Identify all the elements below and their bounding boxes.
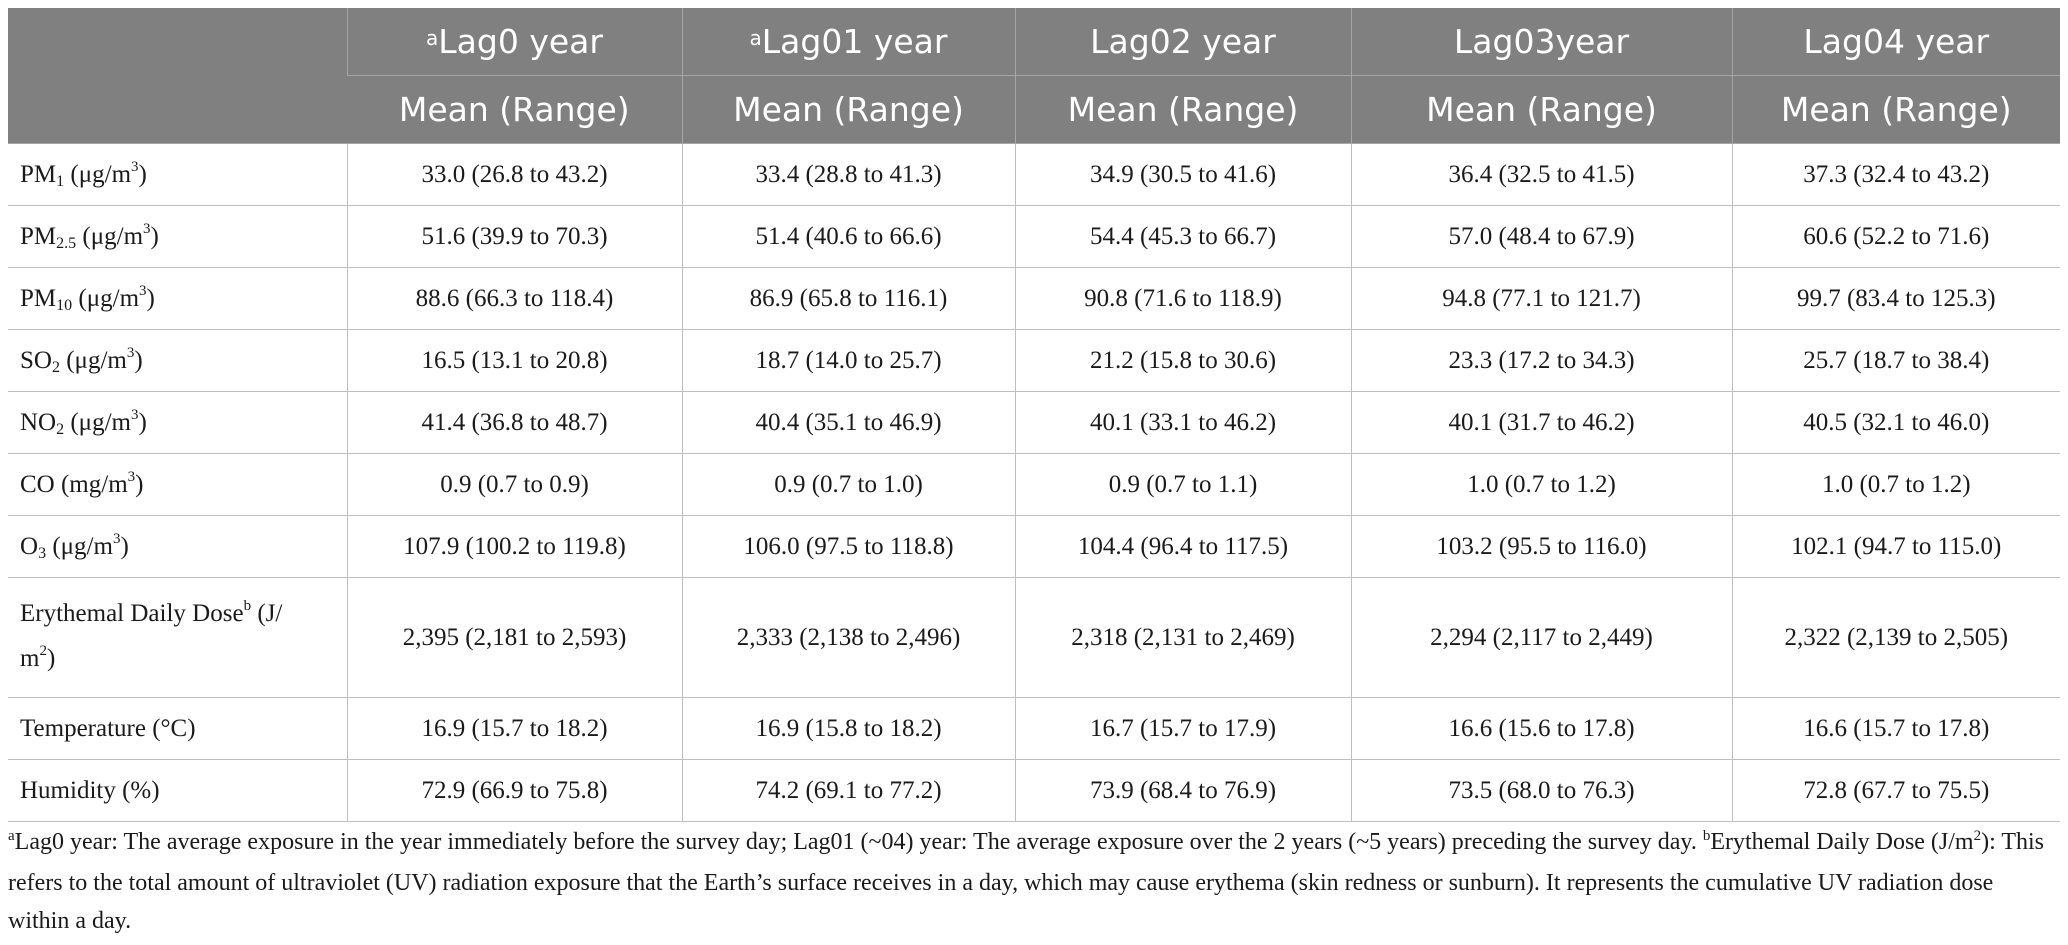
table-cell: 1.0 (0.7 to 1.2) xyxy=(1731,453,2060,516)
exposure-table: aLag0 year aLag01 year Lag02 year Lag03y… xyxy=(8,8,2060,822)
table-cell: 2,294 (2,117 to 2,449) xyxy=(1350,577,1732,698)
table-cell: 25.7 (18.7 to 38.4) xyxy=(1731,329,2060,392)
header-row-2: Mean (Range) Mean (Range) Mean (Range) M… xyxy=(8,75,2060,144)
table-cell: 16.6 (15.6 to 17.8) xyxy=(1350,697,1732,760)
table-cell: 23.3 (17.2 to 34.3) xyxy=(1350,329,1732,392)
subheader-lag04: Mean (Range) xyxy=(1731,75,2060,144)
table-cell: 2,318 (2,131 to 2,469) xyxy=(1014,577,1351,698)
row-label-co: CO (mg/m3) xyxy=(8,453,347,516)
table-cell: 16.5 (13.1 to 20.8) xyxy=(346,329,682,392)
table-cell: 0.9 (0.7 to 0.9) xyxy=(346,453,682,516)
table-cell: 41.4 (36.8 to 48.7) xyxy=(346,391,682,454)
table-row: PM2.5 (μg/m3) 51.6 (39.9 to 70.3) 51.4 (… xyxy=(8,205,2060,268)
table-cell: 73.5 (68.0 to 76.3) xyxy=(1350,759,1732,822)
table-cell: 36.4 (32.5 to 41.5) xyxy=(1350,143,1732,206)
table-cell: 34.9 (30.5 to 41.6) xyxy=(1014,143,1351,206)
subheader-lag0: Mean (Range) xyxy=(347,75,682,144)
table-cell: 73.9 (68.4 to 76.9) xyxy=(1014,759,1351,822)
table-cell: 18.7 (14.0 to 25.7) xyxy=(681,329,1015,392)
row-label-humidity: Humidity (%) xyxy=(8,759,347,822)
row-label-o3: O3 (μg/m3) xyxy=(8,515,347,578)
table-cell: 106.0 (97.5 to 118.8) xyxy=(681,515,1015,578)
subheader-lag02: Mean (Range) xyxy=(1014,75,1351,144)
table-row: Humidity (%) 72.9 (66.9 to 75.8) 74.2 (6… xyxy=(8,759,2060,822)
table-cell: 94.8 (77.1 to 121.7) xyxy=(1350,267,1732,330)
header-lag04: Lag04 year xyxy=(1731,8,2060,76)
table-row: PM10 (μg/m3) 88.6 (66.3 to 118.4) 86.9 (… xyxy=(8,267,2060,330)
table-row: PM1 (μg/m3) 33.0 (26.8 to 43.2) 33.4 (28… xyxy=(8,143,2060,206)
table-cell: 40.1 (31.7 to 46.2) xyxy=(1350,391,1732,454)
table-cell: 1.0 (0.7 to 1.2) xyxy=(1350,453,1732,516)
table-cell: 86.9 (65.8 to 116.1) xyxy=(681,267,1015,330)
table-cell: 107.9 (100.2 to 119.8) xyxy=(346,515,682,578)
row-label-pm10: PM10 (μg/m3) xyxy=(8,267,347,330)
footnote-b-text-2: ): This refers to the total amount of ul… xyxy=(8,829,2045,934)
table-cell: 0.9 (0.7 to 1.0) xyxy=(681,453,1015,516)
exposure-table-container: aLag0 year aLag01 year Lag02 year Lag03y… xyxy=(8,8,2060,822)
header-lag02: Lag02 year xyxy=(1014,8,1351,76)
header-lag0: aLag0 year xyxy=(346,8,682,76)
table-cell: 33.4 (28.8 to 41.3) xyxy=(681,143,1015,206)
footnote-b-sup: 2 xyxy=(1973,828,1982,844)
table-cell: 57.0 (48.4 to 67.9) xyxy=(1350,205,1732,268)
table-cell: 102.1 (94.7 to 115.0) xyxy=(1731,515,2060,578)
table-cell: 40.1 (33.1 to 46.2) xyxy=(1014,391,1351,454)
table-cell: 72.8 (67.7 to 75.5) xyxy=(1731,759,2060,822)
subheader-lag03: Mean (Range) xyxy=(1350,75,1732,144)
footnote-mark-a: a xyxy=(8,828,15,844)
table-cell: 104.4 (96.4 to 117.5) xyxy=(1014,515,1351,578)
table-row: O3 (μg/m3) 107.9 (100.2 to 119.8) 106.0 … xyxy=(8,515,2060,578)
table-cell: 90.8 (71.6 to 118.9) xyxy=(1014,267,1351,330)
table-row: SO2 (μg/m3) 16.5 (13.1 to 20.8) 18.7 (14… xyxy=(8,329,2060,392)
table-cell: 40.4 (35.1 to 46.9) xyxy=(681,391,1015,454)
table-row: Temperature (°C) 16.9 (15.7 to 18.2) 16.… xyxy=(8,697,2060,760)
footnote-a-text: Lag0 year: The average exposure in the y… xyxy=(14,829,1703,855)
table-cell: 99.7 (83.4 to 125.3) xyxy=(1731,267,2060,330)
table-cell: 16.6 (15.7 to 17.8) xyxy=(1731,697,2060,760)
table-cell: 40.5 (32.1 to 46.0) xyxy=(1731,391,2060,454)
table-cell: 2,322 (2,139 to 2,505) xyxy=(1731,577,2060,698)
header-lag03: Lag03year xyxy=(1350,8,1732,76)
row-label-pm25: PM2.5 (μg/m3) xyxy=(8,205,347,268)
table-cell: 60.6 (52.2 to 71.6) xyxy=(1731,205,2060,268)
table-cell: 2,333 (2,138 to 2,496) xyxy=(681,577,1015,698)
footnote-b-text-1: Erythemal Daily Dose (J/m xyxy=(1710,829,1974,855)
table-cell: 54.4 (45.3 to 66.7) xyxy=(1014,205,1351,268)
table-cell: 37.3 (32.4 to 43.2) xyxy=(1731,143,2060,206)
row-label-no2: NO2 (μg/m3) xyxy=(8,391,347,454)
header-corner-cell xyxy=(8,8,347,144)
table-cell: 51.4 (40.6 to 66.6) xyxy=(681,205,1015,268)
footnote-mark-b: b xyxy=(1702,828,1711,844)
row-label-temperature: Temperature (°C) xyxy=(8,697,347,760)
table-footnote: aLag0 year: The average exposure in the … xyxy=(8,823,2060,940)
table-cell: 72.9 (66.9 to 75.8) xyxy=(346,759,682,822)
table-row: NO2 (μg/m3) 41.4 (36.8 to 48.7) 40.4 (35… xyxy=(8,391,2060,454)
header-lag01: aLag01 year xyxy=(681,8,1015,76)
row-label-erythemal-dose: Erythemal Daily Doseb (J/m2) xyxy=(8,577,347,698)
row-label-pm1: PM1 (μg/m3) xyxy=(8,143,347,206)
row-label-so2: SO2 (μg/m3) xyxy=(8,329,347,392)
table-cell: 0.9 (0.7 to 1.1) xyxy=(1014,453,1351,516)
table-cell: 16.9 (15.8 to 18.2) xyxy=(681,697,1015,760)
table-cell: 33.0 (26.8 to 43.2) xyxy=(346,143,682,206)
table-cell: 21.2 (15.8 to 30.6) xyxy=(1014,329,1351,392)
table-cell: 74.2 (69.1 to 77.2) xyxy=(681,759,1015,822)
table-row: CO (mg/m3) 0.9 (0.7 to 0.9) 0.9 (0.7 to … xyxy=(8,453,2060,516)
table-cell: 16.9 (15.7 to 18.2) xyxy=(346,697,682,760)
table-cell: 2,395 (2,181 to 2,593) xyxy=(346,577,682,698)
table-cell: 88.6 (66.3 to 118.4) xyxy=(346,267,682,330)
subheader-lag01: Mean (Range) xyxy=(681,75,1015,144)
table-cell: 16.7 (15.7 to 17.9) xyxy=(1014,697,1351,760)
table-cell: 103.2 (95.5 to 116.0) xyxy=(1350,515,1732,578)
table-row: Erythemal Daily Doseb (J/m2) 2,395 (2,18… xyxy=(8,577,2060,698)
table-cell: 51.6 (39.9 to 70.3) xyxy=(346,205,682,268)
header-row-1: aLag0 year aLag01 year Lag02 year Lag03y… xyxy=(8,8,2060,144)
